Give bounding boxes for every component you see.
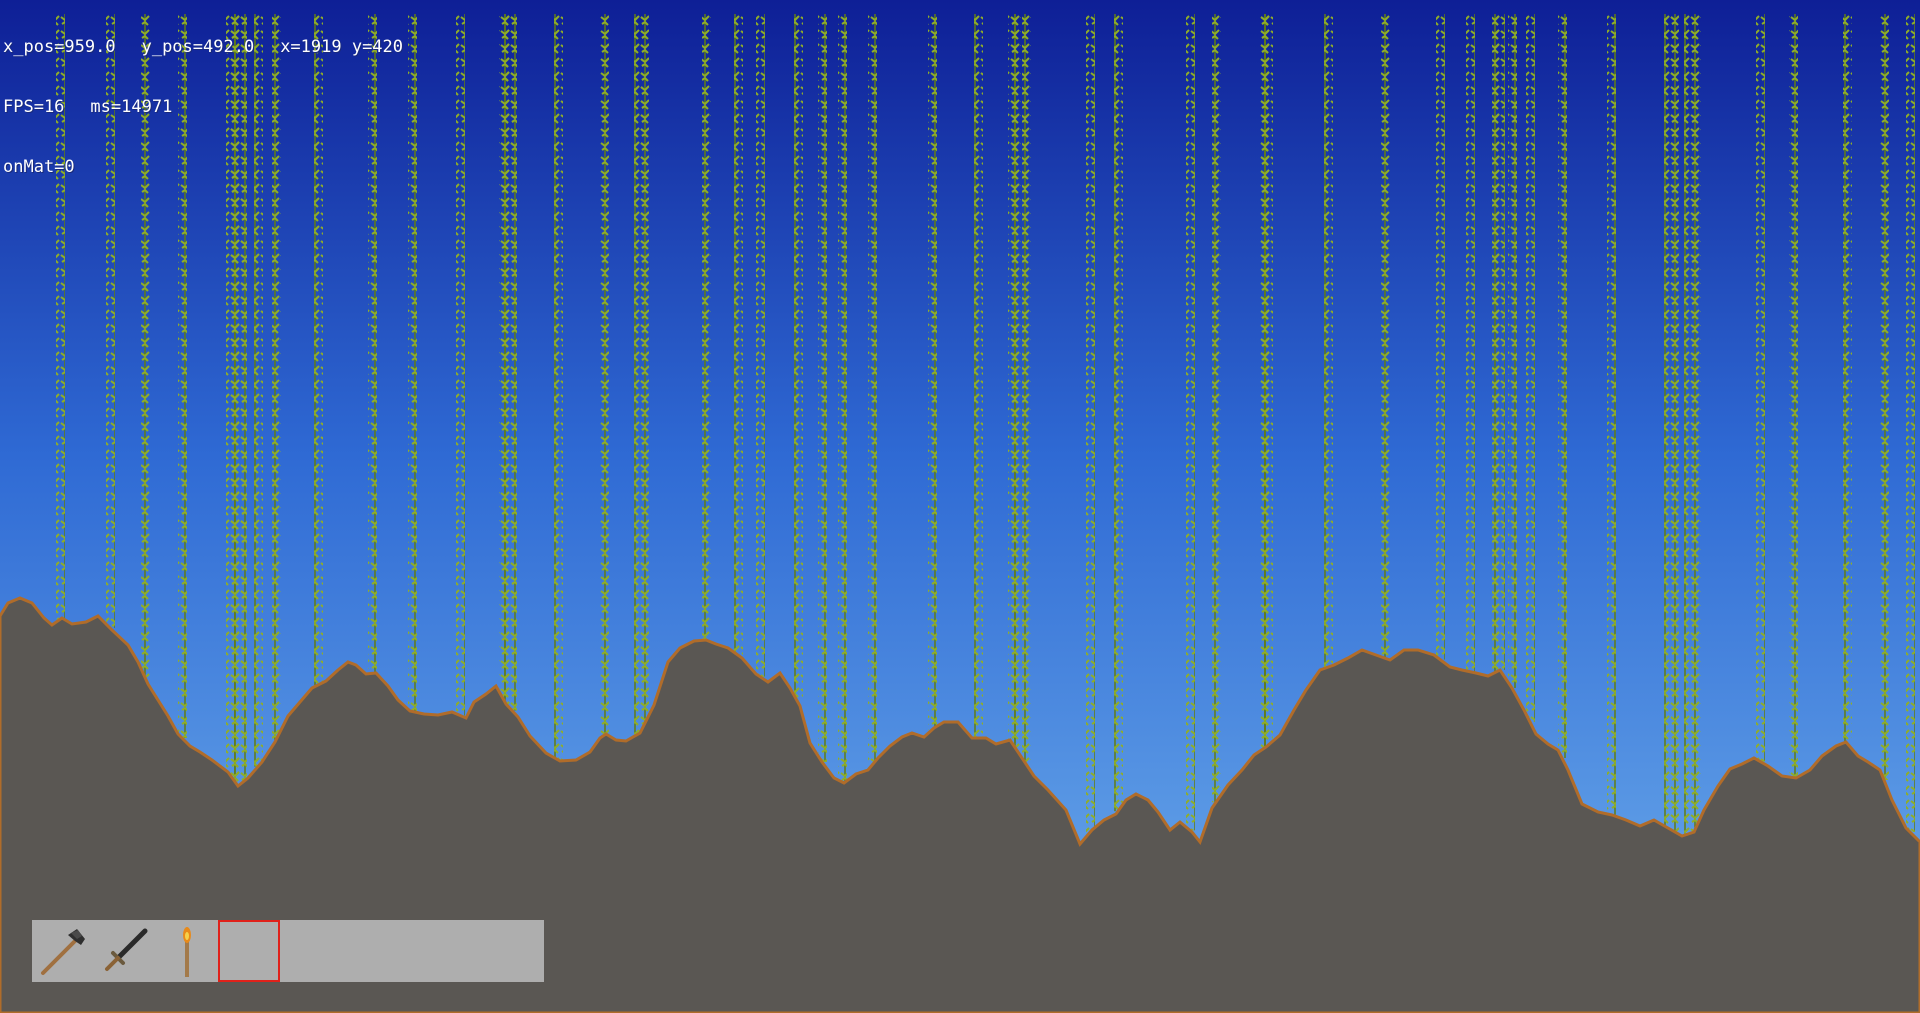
vine [1692, 14, 1701, 828]
sword-icon [105, 928, 148, 971]
vine [1906, 14, 1915, 832]
vine [928, 14, 937, 730]
vine [838, 14, 847, 782]
fps-readout: FPS=16 [3, 97, 65, 117]
vine [1324, 14, 1333, 668]
vine [1022, 14, 1031, 764]
hotbar-slot-8[interactable] [466, 920, 528, 982]
hotbar-slot-1[interactable] [32, 920, 94, 982]
debug-overlay: x_pos=959.0 y_pos=492.0 x=1919 y=420 FPS=1… [3, 0, 429, 197]
vine [1789, 14, 1798, 778]
vine [794, 14, 803, 703]
vine [1186, 14, 1195, 831]
vine [1843, 14, 1852, 744]
vine [456, 14, 465, 716]
hotbar [32, 920, 544, 982]
axe-icon [41, 929, 85, 975]
vine [56, 14, 65, 620]
vine [368, 14, 377, 674]
vine [508, 14, 517, 711]
vine [600, 14, 609, 736]
vine [1670, 14, 1679, 832]
vine [1496, 14, 1505, 670]
hotbar-slot-7[interactable] [404, 920, 466, 982]
on-mat-readout: onMat=0 [3, 157, 75, 177]
vine [1558, 14, 1567, 758]
vine [238, 14, 247, 783]
vine [314, 14, 323, 685]
vine [1012, 14, 1021, 749]
vine [868, 14, 877, 766]
vine [1526, 14, 1535, 722]
vine [499, 14, 508, 699]
hotbar-slot-2[interactable] [94, 920, 156, 982]
vine [640, 14, 649, 725]
vine [1212, 14, 1221, 803]
vine [1607, 14, 1616, 815]
vine [141, 14, 150, 678]
vine [734, 14, 743, 656]
cursor-readout: x=1919 y=420 [280, 37, 404, 57]
vine [818, 14, 827, 762]
vine [554, 14, 563, 760]
y-pos-readout: y_pos=492.0 [141, 37, 255, 57]
vine [1436, 14, 1445, 660]
vine [1086, 14, 1095, 833]
vine [1466, 14, 1475, 672]
vine [408, 14, 417, 712]
vine [178, 14, 187, 738]
vines [56, 14, 1915, 834]
vine [1684, 14, 1693, 834]
hotbar-slot-3[interactable] [156, 920, 218, 982]
vine [254, 14, 263, 767]
vine [702, 14, 711, 640]
hotbar-slot-6[interactable] [342, 920, 404, 982]
vine [1880, 14, 1889, 780]
vine [756, 14, 765, 677]
vine [1381, 14, 1390, 659]
x-pos-readout: x_pos=959.0 [3, 37, 116, 57]
vine [1756, 14, 1765, 762]
torch-icon [183, 927, 191, 977]
vine [1114, 14, 1123, 812]
vine [1508, 14, 1517, 688]
vine [974, 14, 983, 738]
vine [272, 14, 281, 740]
vine [1664, 14, 1673, 828]
hotbar-slot-4[interactable] [218, 920, 280, 982]
vine [106, 14, 115, 628]
ms-readout: ms=14971 [90, 97, 173, 117]
terrain [0, 596, 1920, 1013]
vine [634, 14, 643, 735]
vine [1264, 14, 1273, 746]
hotbar-slot-5[interactable] [280, 920, 342, 982]
